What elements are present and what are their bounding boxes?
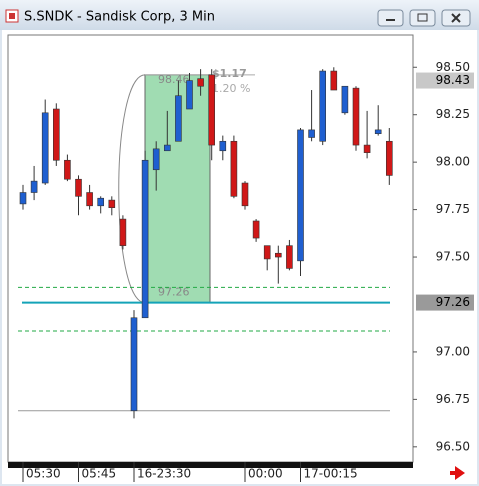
price-label: 97.26: [436, 295, 470, 309]
x-axis-bar: [8, 462, 413, 468]
candle-body: [186, 80, 193, 110]
price-label-box: [416, 72, 474, 89]
close-button[interactable]: [441, 9, 471, 27]
candle-body: [252, 220, 260, 239]
y-tick-label: 96.75: [436, 392, 470, 406]
candle-body: [308, 129, 315, 138]
candle-body: [230, 140, 238, 197]
measure-low-label: 97.26: [158, 286, 190, 299]
candle-body: [341, 85, 349, 114]
candle-body: [263, 245, 271, 260]
measure-high-label: 98.46: [158, 73, 190, 86]
candle-body: [19, 192, 27, 205]
price-label-box: [416, 294, 474, 311]
candle-body: [385, 140, 393, 176]
y-tick-label: 96.50: [436, 439, 470, 453]
candle-body: [374, 129, 382, 134]
candle-body: [30, 180, 38, 193]
x-tick-label: 05:45: [82, 467, 117, 481]
window-title: S.SNDK - Sandisk Corp, 3 Min: [24, 10, 215, 25]
candle-body: [152, 148, 160, 171]
candle-body: [352, 87, 360, 146]
candle-body: [97, 197, 104, 207]
y-tick-label: 97.75: [436, 202, 470, 216]
x-tick-label: 17-00:15: [304, 467, 358, 481]
y-tick-label: 98.50: [436, 60, 470, 74]
candle-body: [330, 70, 338, 91]
y-tick-label: 98.25: [436, 107, 470, 121]
measure-percent: 1.20 %: [212, 82, 250, 95]
candle-body: [64, 159, 71, 180]
candle-body: [297, 129, 304, 262]
candle-body: [141, 159, 149, 319]
candle-body: [219, 140, 227, 152]
measure-arc: [118, 74, 146, 304]
candle-body: [286, 245, 293, 269]
candle-body: [41, 112, 49, 184]
restore-button[interactable]: [409, 9, 436, 27]
candle-body: [86, 192, 93, 207]
candle-body: [241, 182, 249, 207]
price-label: 98.43: [436, 73, 470, 87]
minimize-button[interactable]: [377, 9, 404, 27]
app-icon-inner: [9, 13, 15, 19]
candle-body: [130, 317, 138, 412]
candle-body: [108, 199, 116, 208]
candle-body: [197, 78, 204, 87]
x-tick-label: 00:00: [248, 467, 283, 481]
candle-body: [319, 70, 327, 142]
x-tick-label: 16-23:30: [137, 467, 191, 481]
candle-body: [363, 144, 371, 153]
y-tick-label: 97.00: [436, 344, 470, 358]
measure-change: $1.17: [212, 67, 247, 80]
y-tick-label: 97.50: [436, 250, 470, 264]
candle-body: [119, 218, 127, 246]
candle-body: [208, 74, 215, 146]
candle-body: [175, 95, 182, 142]
candle-body: [52, 108, 60, 161]
candle-body: [75, 178, 82, 197]
candle-body: [274, 252, 282, 258]
x-tick-label: 05:30: [26, 467, 61, 481]
y-tick-label: 98.00: [436, 155, 470, 169]
candle-body: [164, 144, 171, 152]
scroll-arrow[interactable]: [450, 466, 465, 480]
